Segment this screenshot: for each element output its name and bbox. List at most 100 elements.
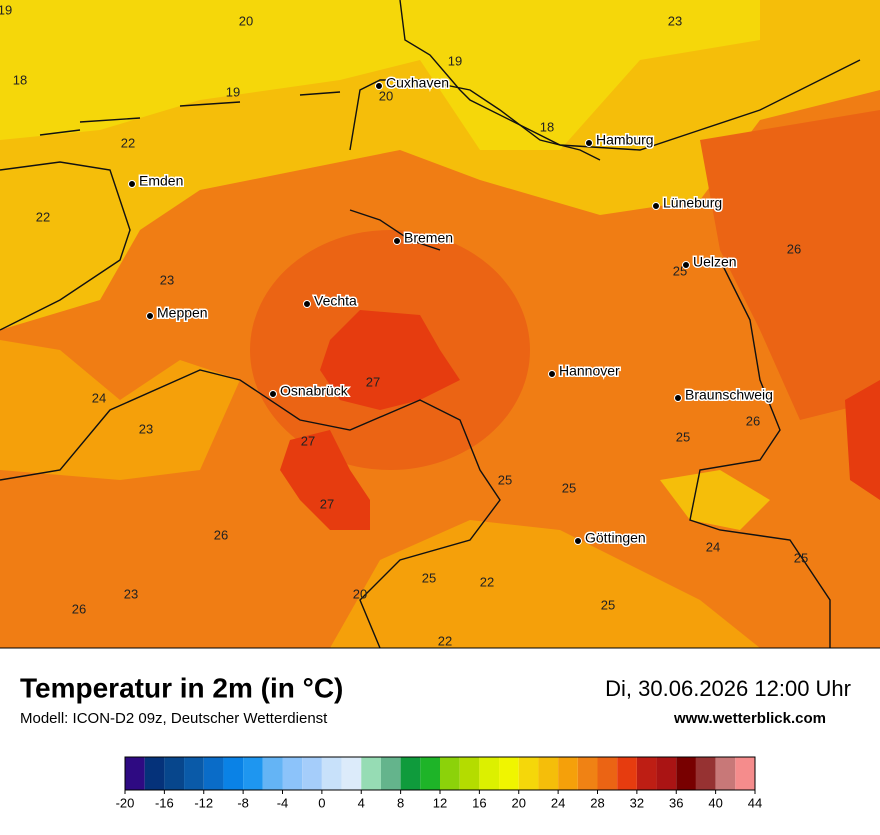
colorbar-cell — [636, 757, 657, 790]
temperature-label: 23 — [160, 272, 174, 287]
city-dot — [375, 82, 383, 90]
colorbar-tick-label: 16 — [472, 795, 486, 810]
colorbar-cell — [144, 757, 165, 790]
colorbar-cell — [558, 757, 578, 790]
temperature-label: 23 — [139, 421, 153, 436]
city-label: Uelzen — [693, 254, 737, 270]
map: 19 20 23 18 19 19 20 18 22 22 26 25 23 27 24 23 26 25 27 25… — [0, 0, 880, 649]
colorbar-cell — [380, 757, 401, 790]
colorbar-cell — [715, 757, 736, 790]
temperature-label: 19 — [0, 2, 12, 17]
colorbar-cell — [538, 757, 559, 790]
temperature-label: 25 — [794, 550, 808, 565]
temperature-label: 25 — [676, 429, 690, 444]
date: Di, 30.06.2026 12:00 Uhr — [605, 676, 851, 701]
city-dot — [674, 394, 682, 402]
temperature-label: 24 — [92, 390, 106, 405]
city-dot — [585, 139, 593, 147]
colorbar-cell — [164, 757, 185, 790]
city-label: Hamburg — [596, 132, 654, 148]
temperature-label: 23 — [668, 13, 682, 28]
temperature-label: 24 — [706, 539, 720, 554]
city-label: Braunschweig — [685, 387, 773, 403]
temperature-label: 22 — [438, 633, 452, 648]
colorbar-cell — [341, 757, 362, 790]
temperature-label: 27 — [301, 433, 315, 448]
colorbar-cell — [400, 757, 421, 790]
colorbar-cell — [420, 757, 440, 790]
colorbar-tick-label: -16 — [155, 795, 174, 810]
temperature-area — [0, 0, 760, 150]
city-label: Emden — [139, 173, 183, 189]
colorbar-cell — [617, 757, 637, 790]
temperature-label: 26 — [72, 601, 86, 616]
temperature-label: 25 — [601, 597, 615, 612]
temperature-label: 19 — [226, 84, 240, 99]
temperature-label: 22 — [480, 574, 494, 589]
city-label: Bremen — [404, 230, 453, 246]
temperature-label: 26 — [787, 241, 801, 256]
colorbar-cell — [262, 757, 283, 790]
colorbar-cell — [203, 757, 224, 790]
temperature-label: 26 — [746, 413, 760, 428]
colorbar-cell — [125, 757, 145, 790]
colorbar-cell — [440, 757, 460, 790]
temperature-label: 27 — [320, 496, 334, 511]
colorbar-cell — [499, 757, 519, 790]
colorbar-cell — [695, 757, 716, 790]
temperature-label: 26 — [214, 527, 228, 542]
colorbar-tick-label: 24 — [551, 795, 565, 810]
city-label: Lüneburg — [663, 195, 722, 211]
city-label: Göttingen — [585, 530, 646, 546]
coastline — [0, 161, 131, 331]
city-dot — [269, 390, 277, 398]
temperature-label: 22 — [36, 209, 50, 224]
colorbar-cell — [184, 757, 204, 790]
title: Temperatur in 2m (in °C) — [20, 672, 343, 703]
temperature-area — [330, 520, 760, 648]
colorbar-cell — [459, 757, 480, 790]
colorbar: -20 -16 -12 -8 -4 0 4 8 12 16 20 24 28 32 36 40 44 — [116, 756, 762, 810]
colorbar-cell — [597, 757, 618, 790]
temperature-area — [0, 340, 240, 480]
colorbar-cell — [518, 757, 539, 790]
temperature-label: 22 — [121, 135, 135, 150]
colorbar-cell — [479, 757, 500, 790]
temperature-label: 20 — [379, 88, 393, 103]
colorbar-cell — [321, 757, 342, 790]
temperature-area — [320, 310, 460, 410]
colorbar-tick-label: 20 — [512, 795, 526, 810]
temperature-label: 25 — [422, 570, 436, 585]
colorbar-tick-label: 12 — [433, 795, 447, 810]
border — [689, 259, 831, 648]
colorbar-cell — [302, 757, 322, 790]
city-label: Meppen — [157, 305, 208, 321]
colorbar-tick-label: -12 — [194, 795, 213, 810]
temperature-label: 20 — [239, 13, 253, 28]
colorbar-tick-label: 8 — [397, 795, 404, 810]
coastline — [399, 0, 861, 151]
city-dot — [146, 312, 154, 320]
website: www.wetterblick.com — [673, 710, 826, 727]
city-label: Osnabrück — [280, 383, 349, 399]
colorbar-cell — [361, 757, 381, 790]
temperature-area — [845, 380, 880, 500]
colorbar-cell — [243, 757, 263, 790]
colorbar-tick-label: 0 — [318, 795, 325, 810]
temperature-area — [660, 470, 770, 530]
colorbar-tick-label: 28 — [590, 795, 604, 810]
colorbar-tick-label: -20 — [116, 795, 135, 810]
colorbar-cell — [577, 757, 598, 790]
city-label: Vechta — [314, 293, 357, 309]
colorbar-cell — [735, 757, 755, 790]
temperature-label: 20 — [353, 586, 367, 601]
temperature-label: 18 — [540, 119, 554, 134]
colorbar-cell — [676, 757, 696, 790]
colorbar-tick-label: 40 — [708, 795, 722, 810]
city-dot — [682, 261, 690, 269]
temperature-label: 18 — [13, 72, 27, 87]
city-label: Cuxhaven — [386, 75, 449, 91]
colorbar-cell — [223, 757, 244, 790]
temperature-label: 25 — [498, 472, 512, 487]
coastline — [349, 79, 601, 161]
